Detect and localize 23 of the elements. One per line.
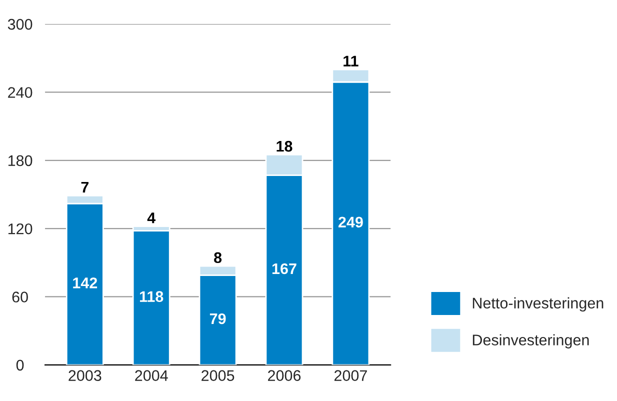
data-label: 11: [344, 56, 358, 66]
data-label: 142: [73, 278, 98, 288]
legend-label: Netto-investeringen: [472, 297, 604, 312]
y-tick-label: 120: [8, 223, 32, 234]
data-label: 79: [210, 313, 226, 324]
data-label: 249: [338, 216, 363, 228]
x-tick-label: 2005: [202, 370, 234, 381]
data-label: 4: [147, 212, 156, 224]
legend-label: Desinvesteringen: [472, 334, 589, 348]
data-label: 7: [81, 182, 88, 192]
data-label: 167: [272, 263, 296, 274]
data-label: 8: [214, 252, 222, 264]
y-tick-label: 0: [16, 360, 24, 371]
y-tick-label: 180: [8, 155, 32, 166]
y-tick-label: 300: [8, 18, 32, 30]
data-label: 18: [276, 140, 292, 152]
y-tick-label: 240: [8, 87, 32, 98]
data-label: 118: [140, 291, 164, 302]
x-tick-label: 2007: [334, 370, 367, 381]
x-tick-label: 2003: [68, 370, 102, 381]
x-tick-label: 2004: [135, 370, 168, 381]
y-tick-label: 60: [12, 292, 28, 302]
x-tick-label: 2006: [268, 370, 301, 381]
